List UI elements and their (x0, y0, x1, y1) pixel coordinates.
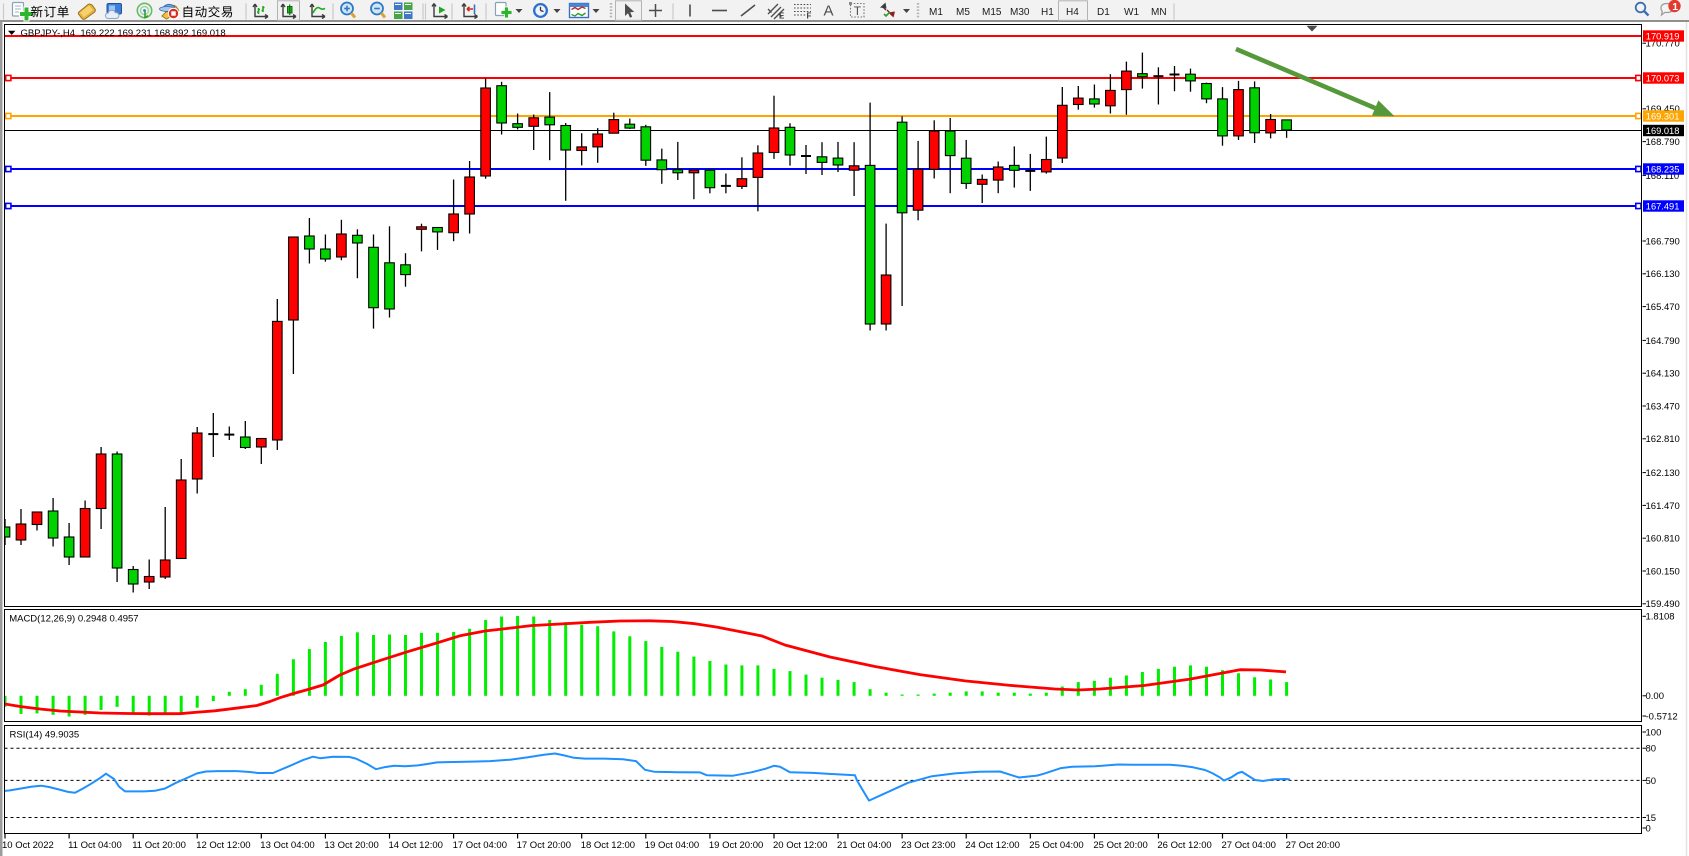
svg-text:MN: MN (1151, 7, 1167, 18)
svg-text:168.235: 168.235 (1646, 164, 1680, 174)
svg-text:M5: M5 (956, 7, 970, 18)
svg-text:164.130: 164.130 (1646, 369, 1680, 380)
svg-text:27 Oct 20:00: 27 Oct 20:00 (1286, 840, 1340, 851)
svg-text:160.150: 160.150 (1646, 566, 1680, 577)
svg-text:170.073: 170.073 (1646, 73, 1680, 83)
svg-text:80: 80 (1646, 744, 1657, 755)
svg-text:170.919: 170.919 (1646, 31, 1680, 41)
svg-text:H4: H4 (1066, 7, 1079, 18)
svg-text:RSI(14) 49.9035: RSI(14) 49.9035 (10, 730, 80, 741)
svg-text:163.470: 163.470 (1646, 401, 1680, 412)
svg-text:18 Oct 12:00: 18 Oct 12:00 (581, 840, 635, 851)
svg-text:D1: D1 (1097, 7, 1110, 18)
svg-text:17 Oct 04:00: 17 Oct 04:00 (453, 840, 507, 851)
svg-text:F: F (807, 12, 812, 21)
svg-text:A: A (824, 3, 834, 20)
svg-text:170.770: 170.770 (1646, 39, 1680, 50)
svg-text:1: 1 (1672, 1, 1678, 13)
svg-text:168.790: 168.790 (1646, 137, 1680, 148)
svg-text:0.00: 0.00 (1646, 691, 1665, 702)
svg-text:M30: M30 (1010, 7, 1030, 18)
svg-text:11 Oct 04:00: 11 Oct 04:00 (68, 840, 122, 851)
svg-text:12 Oct 12:00: 12 Oct 12:00 (196, 840, 250, 851)
svg-text:50: 50 (1646, 776, 1657, 787)
svg-text:13 Oct 04:00: 13 Oct 04:00 (260, 840, 314, 851)
svg-text:169.018: 169.018 (1646, 126, 1680, 136)
svg-text:T: T (854, 4, 862, 18)
svg-text:W1: W1 (1124, 7, 1139, 18)
svg-text:24 Oct 12:00: 24 Oct 12:00 (965, 840, 1019, 851)
svg-text:26 Oct 12:00: 26 Oct 12:00 (1157, 840, 1211, 851)
svg-text:11 Oct 20:00: 11 Oct 20:00 (132, 840, 186, 851)
svg-text:25 Oct 20:00: 25 Oct 20:00 (1093, 840, 1147, 851)
svg-text:168.110: 168.110 (1646, 171, 1680, 182)
svg-text:1.8108: 1.8108 (1646, 612, 1675, 623)
svg-text:-0.5712: -0.5712 (1646, 711, 1678, 722)
svg-text:10 Oct 2022: 10 Oct 2022 (2, 840, 54, 851)
svg-text:19 Oct 20:00: 19 Oct 20:00 (709, 840, 763, 851)
svg-text:159.490: 159.490 (1646, 599, 1680, 610)
svg-text:27 Oct 04:00: 27 Oct 04:00 (1222, 840, 1276, 851)
svg-text:25 Oct 04:00: 25 Oct 04:00 (1029, 840, 1083, 851)
svg-text:162.130: 162.130 (1646, 468, 1680, 479)
svg-text:169.301: 169.301 (1646, 111, 1680, 121)
svg-text:E: E (779, 12, 785, 21)
svg-text:19 Oct 04:00: 19 Oct 04:00 (645, 840, 699, 851)
svg-text:15: 15 (1646, 813, 1657, 824)
svg-text:H1: H1 (1041, 7, 1054, 18)
svg-text:17 Oct 20:00: 17 Oct 20:00 (517, 840, 571, 851)
svg-text:GBPJPY-,H4 169.222 169.231 16: GBPJPY-,H4 169.222 169.231 168.892 169.0… (21, 28, 226, 39)
svg-text:164.790: 164.790 (1646, 336, 1680, 347)
svg-text:14 Oct 12:00: 14 Oct 12:00 (389, 840, 443, 851)
svg-text:162.810: 162.810 (1646, 434, 1680, 445)
svg-text:13 Oct 20:00: 13 Oct 20:00 (324, 840, 378, 851)
svg-text:169.450: 169.450 (1646, 104, 1680, 115)
svg-text:M1: M1 (929, 7, 943, 18)
svg-text:166.130: 166.130 (1646, 269, 1680, 280)
svg-text:0: 0 (1646, 823, 1651, 834)
svg-text:MACD(12,26,9) 0.2948 0.4957: MACD(12,26,9) 0.2948 0.4957 (9, 613, 138, 624)
svg-text:160.810: 160.810 (1646, 534, 1680, 545)
svg-text:20 Oct 12:00: 20 Oct 12:00 (773, 840, 827, 851)
svg-text:161.470: 161.470 (1646, 501, 1680, 512)
svg-text:167.491: 167.491 (1646, 201, 1680, 211)
svg-text:21 Oct 04:00: 21 Oct 04:00 (837, 840, 891, 851)
svg-text:166.790: 166.790 (1646, 236, 1680, 247)
svg-text:M15: M15 (982, 7, 1002, 18)
svg-text:100: 100 (1646, 727, 1662, 738)
svg-text:23 Oct 23:00: 23 Oct 23:00 (901, 840, 955, 851)
svg-text:165.470: 165.470 (1646, 302, 1680, 313)
